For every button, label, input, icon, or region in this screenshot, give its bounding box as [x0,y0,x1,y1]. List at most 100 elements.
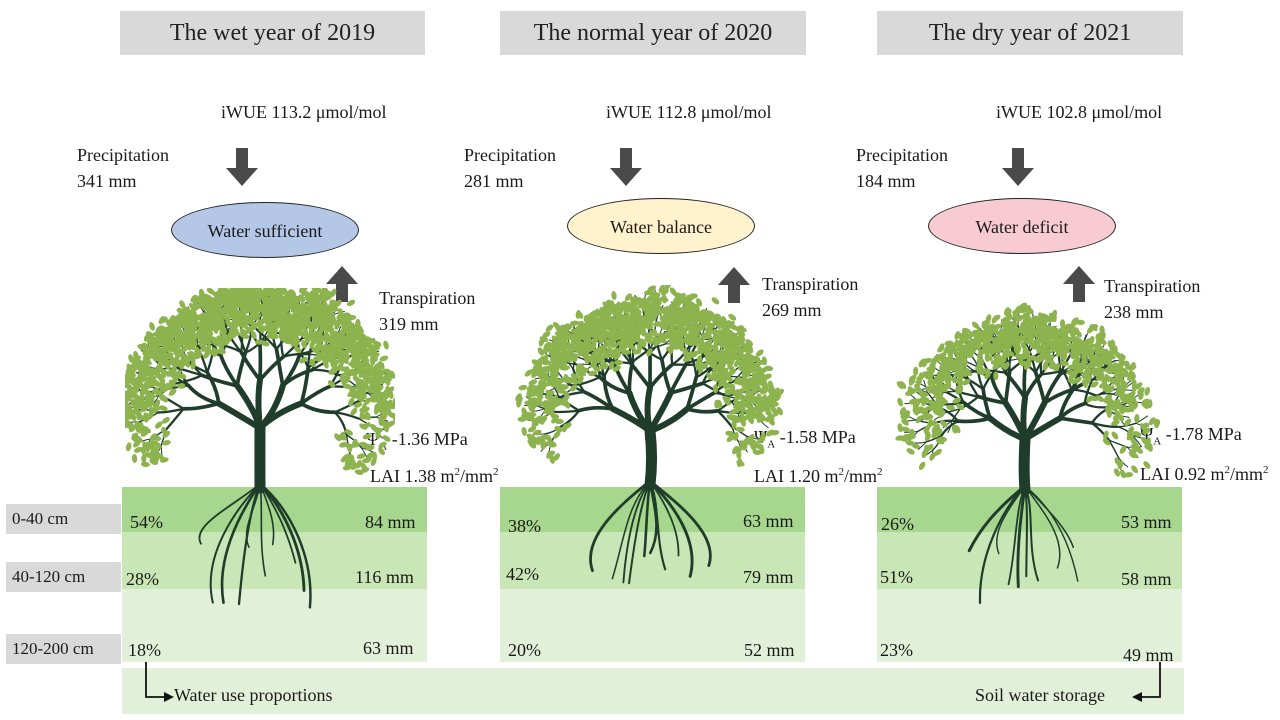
leaf [1131,465,1139,474]
leaf [197,321,206,328]
leaf [378,361,385,370]
leaf [688,293,698,299]
leaf [662,314,670,323]
leaf [1135,446,1144,454]
tree-root [1024,485,1075,549]
tree-branch [925,434,943,443]
leaf [1069,350,1076,360]
leaf [354,330,363,338]
leaf [150,440,158,448]
leaf [194,346,200,356]
leaf [1074,329,1082,338]
leaf [560,357,568,366]
tree-branch [200,373,240,388]
precipitation-value-2019: 341 mm [77,171,137,191]
leaf [238,311,246,320]
leaf [171,327,181,334]
leaf [615,319,625,325]
leaf [537,388,545,397]
storage-2019-120-200: 63 mm [363,638,414,658]
tree-branch [1022,415,1064,442]
soil-profile-2019 [122,487,427,662]
precipitation-value-2020: 281 mm [464,171,524,191]
leaf [365,366,374,374]
leaf [655,296,662,306]
leaf [1057,346,1063,356]
leaf [177,307,184,316]
tree-root [978,484,1027,605]
leaf [387,412,395,419]
leaf [551,375,558,384]
leaf [678,342,685,352]
leaf [359,361,367,370]
leaf [190,360,196,370]
leaf [362,433,372,440]
leaf [1132,431,1142,437]
leaf [284,290,291,300]
tree-root [648,479,667,571]
tree-root [209,482,262,604]
leaf [685,294,692,304]
leaf [338,434,347,441]
leaf [1062,337,1068,347]
leaf [527,412,537,418]
leaf [1108,404,1118,411]
leaf [203,327,212,335]
leaf [712,384,719,394]
tree-branch [950,407,962,422]
leaf [1089,395,1099,402]
leaf [213,312,220,321]
leaf [939,420,948,428]
leaf [1051,340,1058,349]
leaf [1015,315,1024,322]
leaf [515,393,522,402]
leaf [591,336,598,346]
leaf [1073,357,1081,365]
leaf [373,405,380,415]
storage-2021-120-200: 49 mm [1123,645,1174,665]
tree-branch [186,383,221,406]
leaf [545,409,555,416]
leaf [539,336,549,343]
leaf [993,371,999,381]
leaf [250,290,260,296]
tree-branch [255,377,263,431]
leaf [290,339,299,347]
leaf [1048,312,1057,320]
title-2019: The wet year of 2019 [120,11,425,55]
leaf [715,370,723,378]
leaf [720,371,730,378]
leaf [359,423,368,430]
leaf [376,392,384,401]
leaf [899,381,907,389]
leaf [362,375,371,382]
leaf [527,435,536,442]
leaf [1143,461,1151,469]
leaf [283,302,292,309]
leaf [696,338,705,346]
state-ellipse-2020: Water balance [567,198,755,254]
leaf [729,408,738,415]
leaf [128,354,134,363]
leaf [977,330,986,338]
leaf [315,307,325,314]
leaf [250,330,257,340]
leaf [212,301,222,307]
leaf [298,294,306,303]
leaf [984,352,990,362]
leaf [1152,418,1160,425]
leaf [1027,334,1035,343]
leaf [729,324,739,331]
leaf [279,312,289,318]
leaf [599,354,606,363]
leaf [151,389,161,395]
transpiration-arrow-icon [1063,266,1095,302]
leaf [608,336,617,343]
leaf [908,398,918,405]
leaf [365,445,375,451]
leaf [921,414,930,421]
leaf [355,346,365,353]
leaf [599,364,609,370]
leaf [652,337,660,345]
leaf [682,347,689,357]
